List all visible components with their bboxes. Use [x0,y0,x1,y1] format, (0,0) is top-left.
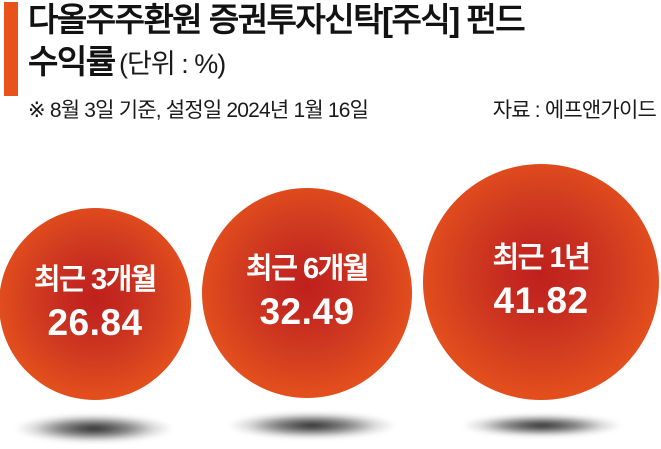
bubble-3m-value: 26.84 [47,302,143,344]
page-title: 다올주주환원 증권투자신탁[주식] 펀드 수익률 (단위 : %) [28,0,526,89]
basis-date-note: ※ 8월 3일 기준, 설정일 2024년 1월 16일 [28,99,369,122]
title-line-2: 수익률 (단위 : %) [28,42,524,89]
bubble-shadow-1y [463,414,621,437]
bubble-shadow-3m [16,414,172,443]
accent-bar [4,2,18,96]
unit-label: (단위 : %) [119,49,226,79]
bubble-6m-label: 최근 6개월 [246,253,369,286]
bubble-1y-value: 41.82 [493,280,589,322]
bubble-shadow-6m [229,412,395,439]
title-keyword: 수익률 [28,43,116,80]
bubble-1y: 최근 1년 41.82 [423,164,659,400]
bubble-6m: 최근 6개월 32.49 [202,188,412,398]
bubble-3m-label: 최근 3개월 [34,264,157,297]
bubble-3m: 최근 3개월 26.84 [0,208,191,400]
note-row: ※ 8월 3일 기준, 설정일 2024년 1월 16일 자료 : 에프앤가이드 [28,94,657,124]
bubble-6m-value: 32.49 [259,291,355,333]
source-credit: 자료 : 에프앤가이드 [492,99,657,122]
title-line-1: 다올주주환원 증권투자신탁[주식] 펀드 [28,1,526,38]
bubble-1y-label: 최근 1년 [492,242,591,275]
